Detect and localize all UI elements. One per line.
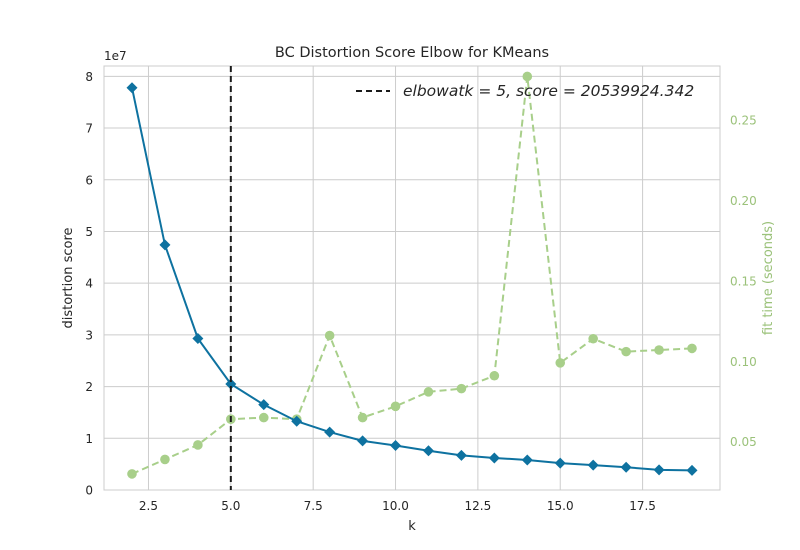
distortion-point: [324, 426, 336, 438]
fit-time-point: [588, 333, 598, 344]
x-tick-label: 10.0: [382, 499, 409, 513]
distortion-point: [488, 452, 500, 464]
distortion-point: [258, 399, 270, 411]
y-tick-label: 5: [85, 225, 93, 239]
y-tick-label: 2: [85, 380, 93, 394]
fit-time-point: [390, 401, 401, 412]
fit-time-line: [131, 76, 693, 475]
plot-background: [104, 66, 720, 490]
y-offset-label: 1e7: [104, 49, 127, 63]
tick-labels: 2.5 5.0 7.5 10.0 12.5 15.0 17.5 0 1 2 3 4 5 6 7 8 0.05 0.…: [85, 70, 756, 513]
fit-time-series: [127, 71, 697, 479]
y2-axis-label: fit time (seconds): [761, 221, 776, 335]
fit-time-point: [522, 71, 533, 82]
distortion-point: [291, 415, 303, 427]
y-tick-label: 3: [85, 328, 93, 342]
distortion-line: [131, 87, 693, 472]
fit-time-point: [193, 440, 203, 450]
plot-frame: [103, 65, 721, 491]
distortion-point: [126, 82, 138, 94]
y-tick-label: 7: [85, 122, 93, 136]
fit-time-point: [687, 343, 697, 354]
y-tick-label: 8: [85, 70, 93, 84]
fit-time-point: [621, 346, 631, 357]
fit-time-point: [357, 412, 368, 423]
x-axis-label: k: [408, 519, 416, 534]
fit-time-point: [127, 469, 137, 479]
y-tick-label: 1: [85, 432, 93, 446]
fit-time-point: [489, 370, 500, 381]
legend-label: elbowatk = 5, score = 20539924.342: [403, 82, 694, 100]
distortion-point: [455, 449, 467, 461]
chart-title: BC Distortion Score Elbow for KMeans: [275, 45, 549, 61]
x-tick-label: 15.0: [547, 499, 574, 513]
y-tick-label: 4: [85, 277, 93, 291]
x-tick-label: 7.5: [304, 499, 323, 513]
y2-tick-label: 0.15: [730, 274, 757, 288]
distortion-point: [554, 457, 566, 469]
distortion-point: [686, 464, 698, 476]
y-axis-label: distortion score: [61, 228, 76, 329]
y2-tick-label: 0.05: [730, 435, 757, 449]
y2-tick-label: 0.25: [730, 113, 757, 127]
distortion-point: [390, 440, 402, 452]
fit-time-point: [555, 358, 566, 368]
grid: [104, 66, 720, 491]
distortion-point: [653, 464, 665, 476]
distortion-series: [126, 82, 698, 476]
x-tick-label: 5.0: [221, 499, 240, 513]
x-tick-label: 17.5: [629, 499, 656, 513]
distortion-point: [587, 459, 599, 471]
fit-time-point: [324, 330, 335, 341]
fit-time-point: [423, 387, 434, 397]
distortion-point: [159, 239, 171, 251]
distortion-point: [192, 332, 204, 344]
y2-tick-label: 0.10: [730, 355, 757, 369]
legend: elbowatk = 5, score = 20539924.342: [356, 82, 694, 100]
fit-time-point: [654, 345, 664, 355]
x-tick-label: 12.5: [465, 499, 492, 513]
distortion-point: [225, 378, 237, 390]
y-tick-label: 0: [85, 484, 93, 498]
distortion-point: [521, 454, 533, 466]
fit-time-point: [160, 454, 170, 465]
distortion-point: [422, 445, 434, 457]
x-tick-label: 2.5: [139, 499, 158, 513]
y-tick-label: 6: [85, 173, 93, 187]
fit-time-point: [456, 383, 467, 394]
fit-time-point: [258, 412, 269, 423]
distortion-point: [357, 435, 369, 447]
y2-tick-label: 0.20: [730, 194, 757, 208]
distortion-point: [620, 461, 632, 473]
